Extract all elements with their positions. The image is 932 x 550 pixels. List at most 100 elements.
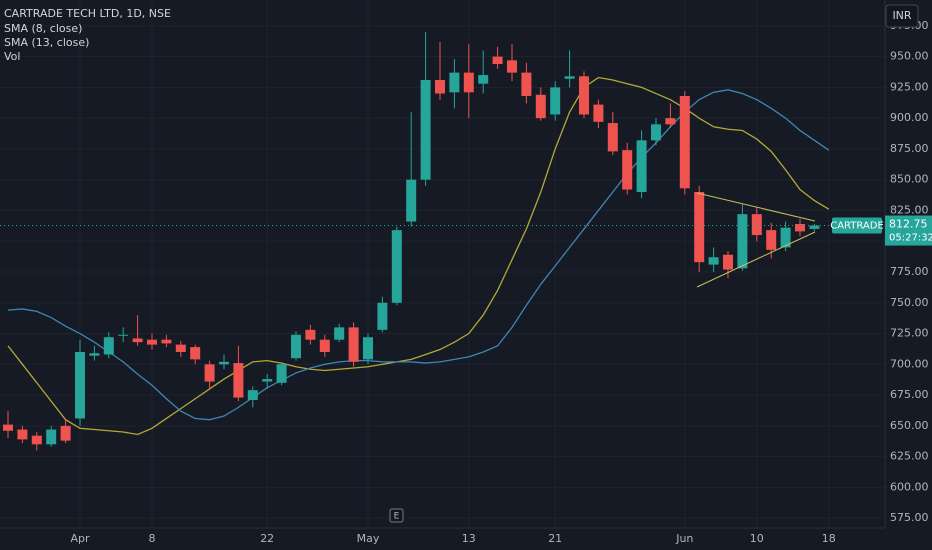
candle-body — [507, 60, 517, 73]
last-price-box — [885, 215, 932, 246]
candle-body — [463, 72, 474, 93]
y-tick-label: 650.00 — [890, 419, 929, 432]
candle-body — [3, 424, 13, 431]
candle-body — [435, 80, 445, 94]
candle-body — [89, 353, 100, 356]
earnings-box[interactable] — [389, 508, 404, 523]
candle-body — [636, 140, 647, 192]
price-label-box — [832, 217, 882, 234]
candle-body — [550, 87, 561, 115]
candle-body — [348, 327, 359, 362]
y-tick-label: 625.00 — [890, 450, 929, 463]
x-tick-label: 13 — [462, 532, 476, 545]
candle-body — [579, 76, 589, 115]
countdown: 05:27:32 — [889, 233, 932, 244]
legend-entry: SMA (8, close) — [4, 22, 82, 35]
candle-body — [607, 123, 618, 152]
candle-body — [679, 96, 690, 189]
currency-button[interactable] — [885, 4, 919, 28]
candle-body — [219, 361, 229, 365]
candle-body — [363, 337, 373, 360]
earnings-marker[interactable]: E — [394, 512, 400, 522]
candle-body — [737, 214, 748, 269]
x-tick-label: 22 — [260, 532, 274, 545]
candle-body — [276, 364, 287, 383]
candle-body — [334, 327, 345, 340]
candle-body — [291, 334, 301, 359]
candle-body — [75, 352, 85, 419]
candle-body — [521, 72, 532, 96]
legend-entry: SMA (13, close) — [4, 36, 89, 49]
candle-body — [622, 150, 633, 190]
candle-body — [694, 192, 705, 263]
chart-title: CARTRADE TECH LTD, 1D, NSE — [4, 7, 171, 20]
x-tick-label: 21 — [548, 532, 562, 545]
price-axis-panel — [885, 0, 932, 550]
candle-body — [305, 329, 316, 340]
candle-body — [147, 339, 157, 345]
candle-body — [492, 56, 503, 64]
x-tick-label: 18 — [822, 532, 836, 545]
y-tick-label: 925.00 — [890, 80, 929, 93]
currency[interactable]: INR — [892, 9, 911, 22]
candle-body — [593, 104, 604, 122]
trendline — [696, 192, 816, 222]
y-tick-label: 775.00 — [890, 265, 929, 278]
candle-body — [708, 257, 719, 265]
x-tick-label: Apr — [70, 532, 90, 545]
candle-body — [564, 76, 575, 79]
candle-body — [31, 435, 42, 445]
candle-body — [233, 363, 244, 398]
y-tick-label: 850.00 — [890, 173, 929, 186]
candle-body — [204, 364, 215, 382]
legend-entry: Vol — [4, 50, 20, 63]
candle-body — [406, 179, 417, 222]
y-tick-label: 675.00 — [890, 388, 929, 401]
price-label: CARTRADE — [830, 221, 884, 232]
y-tick-label: 725.00 — [890, 327, 929, 340]
x-tick-label: May — [357, 532, 380, 545]
candle-body — [262, 379, 273, 382]
candle-body — [665, 118, 676, 125]
candle-body — [17, 429, 28, 440]
candle-body — [377, 302, 388, 330]
candle-body — [478, 75, 489, 84]
x-tick-label: 8 — [149, 532, 156, 545]
trendline — [696, 231, 816, 288]
candle-body — [795, 224, 805, 232]
sma-line — [7, 76, 830, 436]
candle-body — [319, 339, 330, 352]
candle-body — [175, 344, 186, 352]
candle-body — [46, 429, 57, 445]
candle-body — [60, 425, 71, 441]
candle-body — [780, 227, 791, 248]
y-tick-label: 700.00 — [890, 357, 929, 370]
y-tick-label: 600.00 — [890, 480, 929, 493]
y-tick-label: 575.00 — [890, 511, 929, 524]
candle-body — [449, 72, 460, 93]
candle-body — [391, 230, 402, 303]
candle-body — [118, 334, 129, 336]
candle-body — [651, 124, 661, 141]
candle-body — [723, 254, 733, 270]
y-tick-label: 950.00 — [890, 50, 929, 63]
y-tick-label: 750.00 — [890, 296, 929, 309]
candle-body — [535, 94, 546, 119]
candle-body — [132, 338, 143, 343]
y-tick-label: 825.00 — [890, 203, 929, 216]
candle-body — [103, 337, 114, 355]
last-price: 812.75 — [889, 218, 928, 231]
marks — [0, 32, 885, 451]
y-tick-label: 875.00 — [890, 142, 929, 155]
sma-line — [7, 89, 830, 421]
x-tick-label: Jun — [675, 532, 693, 545]
candle-body — [751, 214, 762, 236]
candle-body — [809, 225, 820, 229]
candle-body — [420, 80, 431, 180]
candle-body — [161, 339, 172, 344]
candle-body — [247, 390, 258, 400]
candle-body — [190, 347, 201, 360]
x-tick-label: 10 — [750, 532, 764, 545]
candle-body — [766, 230, 777, 250]
